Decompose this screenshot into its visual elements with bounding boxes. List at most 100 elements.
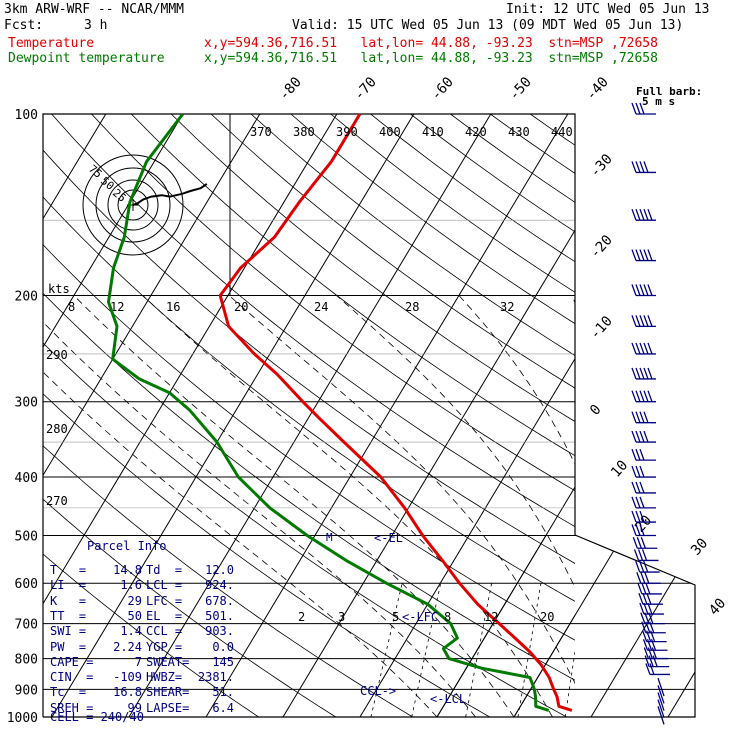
wind-barb-flag bbox=[639, 465, 645, 478]
wind-barb-flag bbox=[647, 367, 653, 380]
dewpoint-trace bbox=[107, 113, 550, 712]
parcel-marker: <-EL bbox=[374, 531, 403, 545]
wind-barb-flag bbox=[638, 592, 644, 605]
wind-barb-flag bbox=[643, 367, 649, 380]
valid-time: Valid: 15 UTC Wed 05 Jun 13 (09 MDT Wed … bbox=[292, 18, 684, 33]
parcel-info-cell: LFC = bbox=[146, 593, 183, 608]
init-time: Init: 12 UTC Wed 05 Jun 13 bbox=[506, 2, 710, 17]
mixing-ratio-label: 5 bbox=[392, 610, 399, 624]
wind-barb bbox=[645, 663, 670, 676]
wind-barb-staff bbox=[657, 706, 665, 725]
isotherm-label: 20 bbox=[632, 512, 655, 535]
parcel-info-cell: SWEAT= bbox=[146, 654, 190, 669]
moist-adiabat bbox=[336, 295, 575, 589]
wind-barb-flag bbox=[646, 639, 653, 651]
dry-adiabat bbox=[210, 114, 575, 389]
mixing-ratio-label: 12 bbox=[484, 610, 498, 624]
wind-barb bbox=[631, 481, 656, 494]
wind-barb bbox=[636, 572, 661, 584]
isotherm-line bbox=[43, 114, 261, 477]
wind-barb bbox=[631, 496, 656, 509]
parcel-info-title: Parcel Info bbox=[87, 539, 167, 553]
parcel-info-row: SREH = 99 LAPSE= 6.4 bbox=[50, 701, 250, 715]
theta-label: 370 bbox=[250, 125, 272, 139]
wind-barb-flag bbox=[639, 430, 645, 443]
isotherm-label: -40 bbox=[583, 74, 612, 104]
pressure-tick-label: 200 bbox=[15, 290, 38, 305]
pressure-tick-label: 700 bbox=[15, 618, 38, 633]
wind-barb-flag bbox=[631, 284, 637, 296]
wind-barb-flag bbox=[642, 630, 648, 642]
wind-barb bbox=[631, 430, 656, 443]
wind-barb bbox=[639, 602, 664, 615]
wind-barb-flag bbox=[642, 639, 649, 651]
parcel-info-cell: YGP = bbox=[146, 639, 183, 654]
parcel-info-cell: SHEAR= bbox=[146, 685, 190, 700]
hodograph-scale-label: 16 bbox=[166, 300, 180, 314]
parcel-cell: CELL = 240/40 bbox=[50, 710, 144, 724]
hodograph-scale-label: 24 bbox=[314, 300, 328, 314]
wind-barb bbox=[640, 612, 665, 625]
mixing-ratio-label: 8 bbox=[444, 610, 451, 624]
wind-barb-flag bbox=[643, 602, 649, 615]
parcel-info-cell: TT = bbox=[50, 608, 87, 623]
wind-barb-flag bbox=[632, 537, 638, 549]
isotherm-label: -50 bbox=[506, 74, 535, 104]
forecast-hour: 3 h bbox=[84, 18, 108, 33]
wind-barb-flag bbox=[647, 390, 653, 402]
parcel-info-cell: 14.8 bbox=[113, 563, 142, 577]
parcel-info-cell: SREH = bbox=[50, 700, 94, 715]
isotherm-line bbox=[282, 229, 575, 717]
barb-legend-value: 5 m s bbox=[642, 95, 676, 108]
wind-barb-flag bbox=[639, 524, 645, 536]
wind-barb bbox=[631, 315, 656, 328]
wind-barb-flag bbox=[639, 161, 645, 173]
pressure-tick-label: 900 bbox=[15, 683, 38, 698]
wind-barb-flag bbox=[635, 430, 641, 443]
wind-barb-flag bbox=[647, 342, 653, 355]
dry-adiabat bbox=[43, 498, 336, 717]
wind-barb-flag bbox=[639, 560, 645, 573]
wind-barb-flag bbox=[640, 572, 646, 584]
parcel-info-cell: 2.24 bbox=[113, 639, 142, 654]
isotherm-label: -70 bbox=[351, 74, 380, 104]
wind-barb-flag bbox=[652, 655, 658, 667]
parcel-info-row: CIN = -109 HWBZ= 2381. bbox=[50, 670, 250, 684]
wind-barb-flag bbox=[635, 315, 641, 327]
isotherm-label: -20 bbox=[587, 232, 616, 262]
isotherm-line bbox=[513, 614, 575, 717]
theta-label: 430 bbox=[508, 125, 530, 139]
wind-barb bbox=[642, 639, 668, 651]
parcel-info-cell: HWBZ= bbox=[146, 670, 183, 685]
moist-adiabat bbox=[228, 295, 575, 685]
parcel-info-row: K = 29 LFC = 678. bbox=[50, 594, 250, 608]
hodograph-ring bbox=[107, 179, 159, 231]
parcel-info-cell: Tc = bbox=[50, 685, 87, 700]
hodograph-scale-label: 8 bbox=[68, 300, 75, 314]
mixing-ratio-line bbox=[411, 583, 442, 717]
wind-barb-flag bbox=[647, 249, 653, 261]
wind-barb-flag bbox=[639, 367, 645, 380]
wind-barb-flag bbox=[650, 630, 656, 642]
wind-barb-flag bbox=[643, 647, 649, 659]
parcel-info-cell: LCL = bbox=[146, 578, 183, 593]
parcel-info-cell: -109 bbox=[113, 670, 142, 685]
parcel-info-cell: 12.0 bbox=[205, 563, 234, 577]
wind-barb-flag bbox=[648, 655, 654, 667]
wind-barb-flag bbox=[647, 284, 653, 296]
wind-barb-flag bbox=[631, 481, 637, 494]
dry-adiabat bbox=[250, 114, 575, 357]
isotherm-label: -60 bbox=[428, 74, 457, 104]
wind-barb-flag bbox=[639, 496, 645, 509]
isotherm-line bbox=[128, 114, 492, 717]
wind-barb-staff bbox=[657, 677, 665, 697]
theta-label: 420 bbox=[465, 125, 487, 139]
dry-adiabat bbox=[43, 393, 490, 717]
hodograph-ring bbox=[117, 189, 149, 221]
wind-barb-flag bbox=[635, 249, 641, 261]
parcel-info-cell: 924. bbox=[205, 578, 234, 593]
wind-barb-flag bbox=[645, 663, 651, 675]
pressure-tick-label: 300 bbox=[15, 396, 38, 411]
isotherm-line bbox=[359, 357, 575, 717]
plot-frame bbox=[42, 113, 696, 718]
